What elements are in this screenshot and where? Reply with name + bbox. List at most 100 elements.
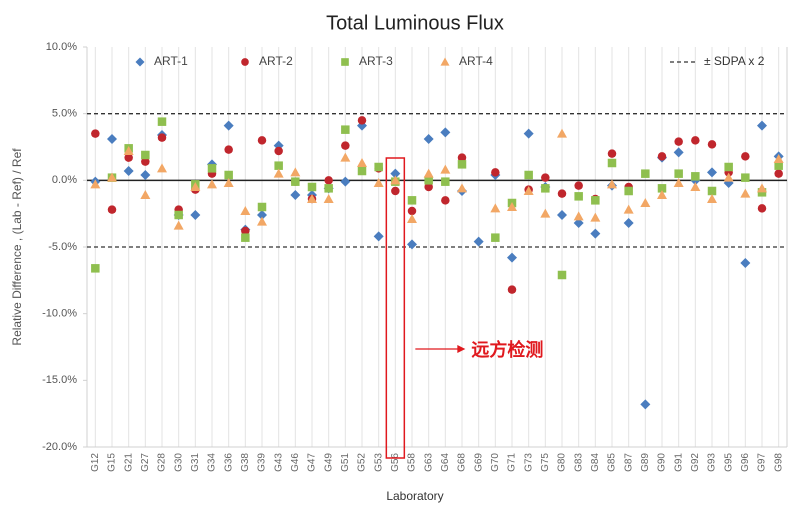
point [723, 172, 734, 182]
point [91, 129, 100, 138]
point [557, 128, 567, 138]
x-tick-label: G75 [540, 453, 551, 472]
point [524, 170, 533, 180]
x-tick-label: G56 [390, 453, 401, 472]
point [607, 158, 617, 168]
point [623, 204, 634, 214]
point [690, 182, 701, 191]
point [357, 166, 367, 176]
point [357, 116, 367, 125]
x-tick-label: G69 [473, 453, 484, 472]
x-tick-label: G27 [140, 453, 151, 472]
x-tick-label: G63 [423, 453, 434, 472]
point [507, 252, 517, 263]
point [407, 214, 417, 223]
point [473, 236, 484, 247]
point [674, 137, 683, 146]
point [273, 168, 284, 178]
x-tick-label: G73 [523, 453, 534, 472]
point [641, 169, 650, 178]
point [691, 136, 700, 145]
point [491, 233, 500, 242]
point [657, 184, 667, 193]
x-tick-label: G92 [690, 453, 701, 472]
point [324, 184, 333, 193]
point [674, 169, 683, 178]
point [407, 206, 417, 216]
point [574, 181, 583, 190]
point [257, 216, 267, 226]
point [107, 172, 117, 182]
x-tick-label: G43 [273, 453, 284, 472]
point [541, 173, 550, 182]
point [307, 182, 317, 192]
point [757, 183, 767, 193]
legend-label: ± SDPA x 2 [704, 54, 765, 68]
legend-marker [135, 57, 145, 67]
point [374, 162, 383, 172]
legend-label: ART-4 [459, 54, 493, 68]
x-tick-label: G36 [223, 453, 234, 472]
x-tick-label: G31 [190, 453, 201, 472]
point [557, 270, 567, 280]
point [507, 202, 517, 211]
point [657, 190, 667, 199]
point [441, 196, 450, 205]
point [141, 157, 150, 166]
point [607, 179, 617, 189]
chart-title: Total Luminous Flux [326, 12, 504, 34]
point [223, 120, 234, 131]
y-tick-label: -5.0% [48, 241, 77, 253]
x-tick-label: G83 [573, 453, 584, 472]
point [441, 177, 450, 186]
point [123, 166, 134, 176]
point [240, 206, 251, 215]
annotation-text: 远方检测 [471, 339, 543, 360]
x-tick-label: G91 [673, 453, 684, 472]
point [107, 205, 117, 214]
point [341, 125, 350, 134]
point [440, 164, 451, 174]
x-tick-label: G64 [440, 453, 451, 472]
point [507, 285, 517, 294]
point [707, 194, 717, 203]
point [290, 167, 301, 177]
x-tick-label: G97 [757, 453, 768, 472]
point [774, 161, 783, 170]
point [623, 218, 634, 228]
point [640, 399, 651, 410]
point [307, 194, 317, 203]
point [541, 184, 550, 193]
point [140, 170, 151, 180]
point [241, 226, 250, 236]
point [141, 150, 150, 160]
point [324, 176, 333, 185]
point [390, 168, 401, 179]
arrow-head [457, 345, 466, 353]
x-axis-label: Laboratory [386, 489, 443, 503]
x-tick-label: G21 [123, 453, 134, 472]
point [207, 164, 217, 173]
point [274, 146, 283, 156]
x-tick-label: G15 [107, 453, 118, 472]
point [174, 210, 183, 220]
y-tick-label: 0.0% [52, 174, 77, 186]
point [523, 186, 534, 195]
highlight-box [385, 157, 406, 459]
point [340, 152, 351, 162]
point [774, 169, 783, 178]
x-tick-label: G68 [457, 453, 468, 472]
point [207, 179, 217, 189]
point [741, 152, 750, 161]
point [223, 178, 234, 187]
point [257, 202, 267, 212]
point [123, 146, 134, 155]
x-tick-label: G87 [623, 453, 634, 472]
x-tick-label: G98 [773, 453, 784, 472]
point [573, 218, 584, 228]
point [157, 133, 167, 142]
point [491, 168, 500, 177]
point [407, 239, 417, 250]
x-tick-label: G93 [707, 453, 718, 472]
point [341, 141, 350, 150]
